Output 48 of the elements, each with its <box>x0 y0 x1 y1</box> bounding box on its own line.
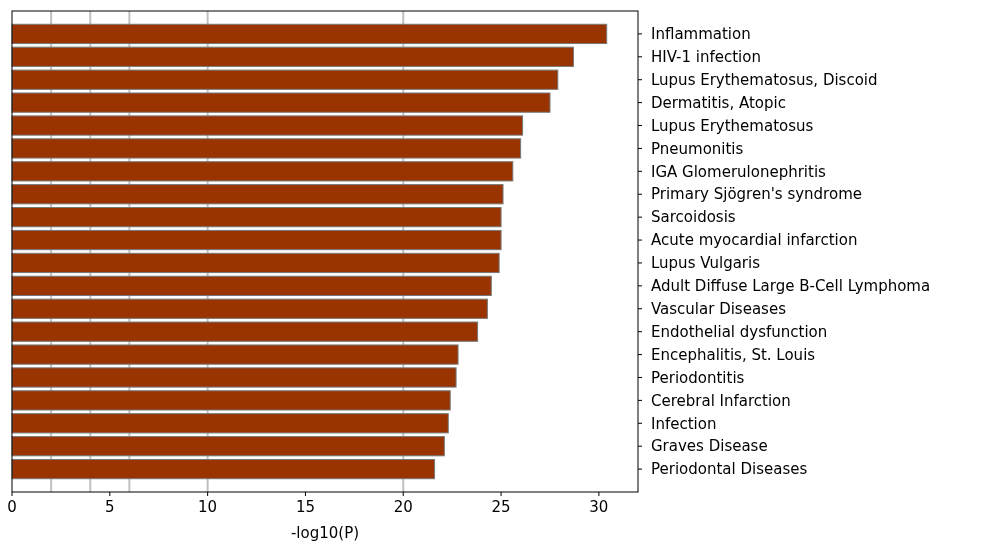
y-tick-label: HIV-1 infection <box>651 48 761 67</box>
y-tick-label: Inflammation <box>651 25 751 44</box>
y-tick-label: Periodontal Diseases <box>651 460 808 479</box>
x-tick-label: 10 <box>198 498 218 516</box>
y-tick-label: Periodontitis <box>651 368 745 387</box>
y-tick-label: Acute myocardial infarction <box>651 231 858 250</box>
bar <box>11 69 559 90</box>
x-tick-label: 25 <box>491 498 511 516</box>
x-tick-label: 15 <box>295 498 315 516</box>
y-tick-label: Pneumonitis <box>651 139 744 158</box>
bar <box>11 184 504 205</box>
y-tick-label: Lupus Vulgaris <box>651 254 761 273</box>
y-tick-label: Cerebral Infarction <box>651 391 791 410</box>
y-tick-label: Encephalitis, St. Louis <box>651 345 816 364</box>
y-tick-label: Adult Diffuse Large B-Cell Lymphoma <box>651 277 931 296</box>
bar <box>11 252 500 274</box>
bar <box>11 367 457 388</box>
bar <box>11 413 449 434</box>
bar <box>11 92 551 113</box>
x-tick-label: 20 <box>393 498 413 516</box>
y-tick-label: IGA Glomerulonephritis <box>651 162 827 181</box>
y-tick-label: Sarcoidosis <box>651 208 736 227</box>
x-axis-title: -log10(P) <box>290 524 360 542</box>
bar <box>11 229 502 251</box>
x-tick-label: 5 <box>105 498 115 516</box>
bar <box>11 275 492 296</box>
x-tick-label: 30 <box>589 498 609 516</box>
y-tick-label: Endothelial dysfunction <box>651 322 828 341</box>
y-tick-label: Lupus Erythematosus <box>651 116 814 135</box>
y-tick-label: Vascular Diseases <box>651 300 787 319</box>
y-tick-label: Lupus Erythematosus, Discoid <box>651 70 878 89</box>
bar <box>11 458 436 480</box>
bar <box>11 23 608 45</box>
bar <box>11 390 451 411</box>
y-tick-label: Primary Sjögren's syndrome <box>651 185 862 204</box>
bar <box>11 344 459 365</box>
bar <box>11 46 574 67</box>
bar <box>11 138 522 159</box>
y-tick-label: Dermatitis, Atopic <box>651 93 786 112</box>
bar <box>11 298 488 319</box>
bar <box>11 321 479 342</box>
y-tick-label: Graves Disease <box>651 437 768 456</box>
x-tick-label: 0 <box>7 498 17 516</box>
bar <box>11 436 445 457</box>
bar <box>11 161 514 182</box>
bar <box>11 115 524 136</box>
bar <box>11 207 502 228</box>
y-tick-label: Infection <box>651 414 717 433</box>
